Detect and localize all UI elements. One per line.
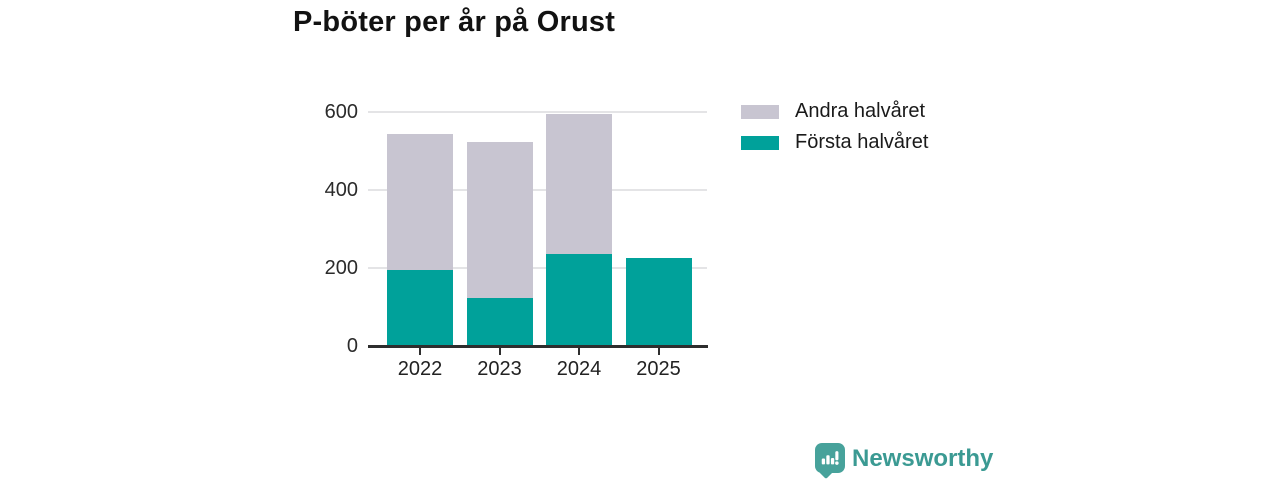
x-tick-label-2024: 2024 [556,358,602,380]
bar-2024-second-half [546,114,612,254]
gridline-400 [368,189,707,191]
plot-area: 0 200 400 600 2022 2023 2024 2025 [325,102,708,380]
gridline-600 [368,111,707,113]
x-axis-line [368,345,708,348]
bar-2023-second-half [466,142,533,299]
legend-swatch [741,135,779,150]
bar-2022-second-half [387,134,453,270]
x-tick-2025 [657,348,660,355]
legend-item-andra-halvaret: Andra halvåret [741,96,928,127]
y-tick-label-400: 400 [324,179,358,201]
x-tick-2022 [419,348,421,355]
x-tick-label-2022: 2022 [397,358,443,380]
legend-item-forsta-halvaret: Första halvåret [741,127,928,158]
brand-name: Newsworthy [852,445,994,472]
bar-2024-first-half [546,253,612,346]
newsworthy-logo-icon [815,443,845,480]
bar-2022-first-half [387,269,453,346]
x-tick-2024 [578,348,580,355]
legend: Andra halvåret Första halvåret [741,96,928,158]
bar-chart-icon [821,451,839,465]
gridline-200 [368,267,707,269]
legend-label: Första halvåret [795,131,929,153]
y-tick-label-0: 0 [346,335,358,357]
legend-label: Andra halvåret [795,100,926,122]
chart-title: P-böter per år på Orust [293,6,616,38]
bar-2023-first-half [466,298,533,346]
y-tick-label-600: 600 [324,101,358,123]
y-tick-label-200: 200 [324,257,358,279]
legend-swatch [741,104,779,119]
bar-2025-first-half [625,257,692,346]
x-tick-label-2023: 2023 [477,358,522,380]
footer-brand: Newsworthy [815,443,994,480]
x-tick-label-2025: 2025 [636,358,681,380]
x-tick-2023 [498,348,501,355]
